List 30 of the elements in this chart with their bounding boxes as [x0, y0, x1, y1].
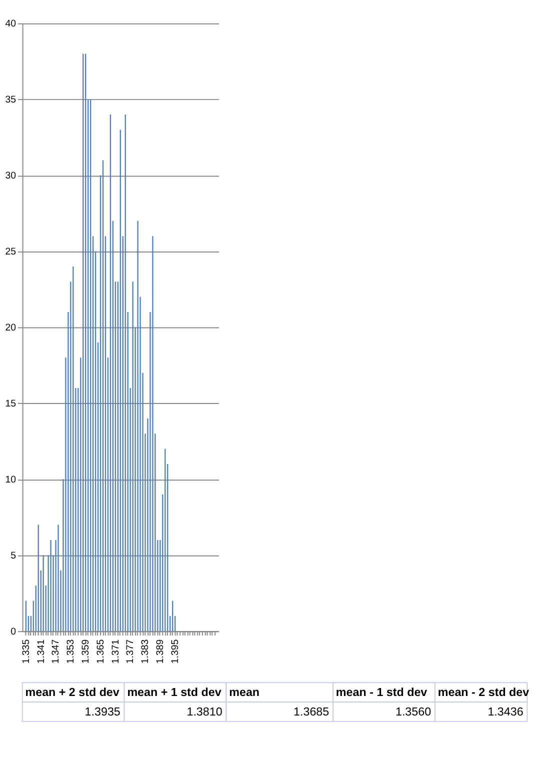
text: 1.3810: [186, 706, 223, 719]
x-tick-label: 1.395: [170, 639, 181, 664]
x-tick-label: 1.371: [110, 639, 122, 664]
y-tick-label: 0: [10, 626, 17, 638]
text: 1.3436: [488, 706, 524, 719]
x-tick-label: 1.335: [20, 639, 32, 664]
text: mean + 2 std dev: [25, 686, 120, 700]
y-tick-label: 5: [10, 550, 16, 562]
text: mean: [229, 686, 260, 700]
x-tick-label: 1.359: [80, 639, 92, 664]
y-tick-label: 20: [5, 322, 17, 334]
x-tick-label: 1.353: [66, 639, 77, 664]
y-tick-label: 40: [5, 18, 17, 30]
x-tick-label: 1.347: [50, 639, 62, 664]
text: 1.3560: [395, 706, 432, 719]
y-tick-label: 35: [5, 94, 16, 106]
x-tick-label: 1.389: [155, 639, 166, 664]
x-tick-label: 1.383: [140, 639, 152, 664]
text: 1.3685: [294, 706, 330, 719]
y-tick-label: 30: [5, 170, 17, 182]
text: mean - 2 std dev: [438, 686, 530, 700]
y-tick-label: 25: [5, 246, 16, 258]
text: mean - 1 std dev: [336, 686, 428, 700]
y-tick-label: 10: [5, 474, 17, 486]
text: mean + 1 std dev: [127, 686, 222, 700]
x-tick-label: 1.377: [125, 639, 136, 664]
y-tick-label: 15: [5, 398, 16, 410]
x-tick-label: 1.365: [95, 639, 106, 664]
x-tick-label: 1.341: [36, 639, 47, 664]
text: 1.3935: [84, 706, 120, 719]
